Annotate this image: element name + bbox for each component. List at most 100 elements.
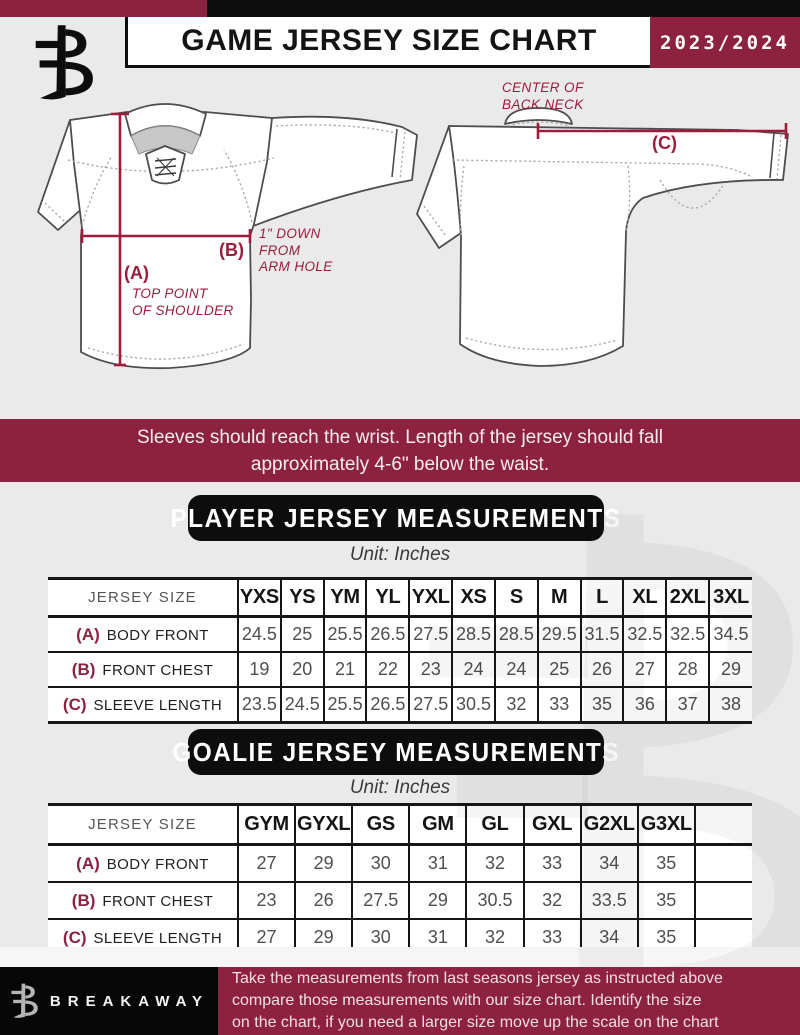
size-column-header: GL [465,803,524,846]
measurement-value: 32.5 [622,616,667,653]
measurement-value: 23.5 [237,687,281,724]
measurement-value [693,844,752,883]
size-column-header: YS [279,577,324,618]
measurement-key: (A) [76,624,100,644]
measurement-key: (B) [71,890,96,910]
measurement-value: 26.5 [365,687,410,724]
front-jersey-diagram [37,103,418,370]
size-column-header: 2XL [665,577,710,618]
measurement-value: 25 [536,652,581,688]
measurement-key: (C) [62,694,87,714]
measurement-name: BODY FRONT [106,855,209,873]
measurement-value: 33.5 [579,882,638,920]
size-column-header [693,803,752,846]
player-section-title: PLAYER JERSEY MEASUREMENTS [170,502,622,533]
goalie-unit-label: Unit: Inches [349,777,451,798]
measurement-value: 35 [636,882,695,920]
annotation-b-note: 1" DOWN FROM ARM HOLE [259,226,333,274]
measurement-row: (B) FRONT CHEST 23 26 27.5 29 30.5 32 33.5 35 [48,882,752,920]
collar-laces [154,157,177,177]
measurement-value: 19 [237,652,281,688]
measurement-value [693,882,752,920]
size-column-header: XL [622,577,667,618]
size-column-header: G3XL [636,803,695,846]
measurement-key: (C) [62,927,87,947]
annotation-b-label: (B) [219,240,244,260]
measurement-value: 32 [465,844,524,883]
measurement-value: 36 [622,687,667,724]
measurement-value: 35 [636,844,695,883]
measurement-value: 34 [579,844,638,883]
measurement-value: 27 [622,652,667,688]
measurement-value: 31.5 [579,616,624,653]
footer-brand-name: BREAKAWAY [49,992,210,1010]
measurement-row-label: (C) SLEEVE LENGTH [48,687,238,724]
size-column-header: M [536,577,581,618]
player-unit-label: Unit: Inches [349,544,451,565]
size-column-header: S [493,577,538,618]
measurement-name: FRONT CHEST [102,661,214,679]
goalie-size-table: JERSEY SIZE GYM GYXL GS GM GL GXL G2XL G3XL (A) BO… [48,803,752,958]
size-column-header: YM [322,577,367,618]
annotation-c-label: (C) [652,133,677,153]
measurement-value: 29.5 [536,616,581,653]
annotation-center-back-neck: CENTER OF BACK NECK [502,80,584,112]
measurement-row-label: (A) BODY FRONT [48,616,238,653]
measurement-value: 20 [279,652,324,688]
measurement-value: 29 [294,844,353,883]
measurement-row: (A) BODY FRONT 27 29 30 31 32 33 34 35 [48,844,752,883]
page-title: GAME JERSEY SIZE CHART [181,24,597,57]
measurement-value: 34.5 [708,616,752,653]
measurement-value: 24 [493,652,538,688]
size-column-header: XS [451,577,495,618]
measurement-row-label: (A) BODY FRONT [48,844,238,883]
table-header-row: JERSEY SIZE YXS YS YM YL YXL XS S M L XL 2XL 3XL [48,577,752,618]
measurement-value: 32 [522,882,581,920]
measurement-line-a [111,112,129,367]
back-jersey-diagram [416,107,789,367]
measurement-value: 33 [536,687,581,724]
player-section-heading: PLAYER JERSEY MEASUREMENTS [171,495,620,541]
measurement-value: 25.5 [322,616,367,653]
size-column-header: 3XL [708,577,752,618]
table-header-row: JERSEY SIZE GYM GYXL GS GM GL GXL G2XL G3XL [48,803,752,846]
measurement-value: 27.5 [408,616,453,653]
measurement-value: 25 [279,616,324,653]
measurement-line-b [80,229,252,243]
size-column-header: YXS [237,577,281,618]
measurement-value: 30 [351,844,410,883]
footer-instructions: Take the measurements from last seasons … [218,967,800,1035]
measurement-value: 32 [493,687,538,724]
size-column-header: GM [408,803,467,846]
measurement-line-c [536,123,788,139]
player-size-table: JERSEY SIZE YXS YS YM YL YXL XS S M L XL 2XL 3XL (A) B… [48,577,752,724]
top-bar-black [207,0,800,17]
size-column-header: YL [365,577,410,618]
measurement-value: 38 [708,687,752,724]
brand-b-monogram-icon [30,24,96,102]
size-column-header: YXL [408,577,453,618]
measurement-row-label: (B) FRONT CHEST [48,882,238,920]
measurement-value: 27 [236,844,296,883]
measurement-key: (B) [71,659,96,679]
footer-brand-panel: BREAKAWAY [0,967,218,1035]
measurement-value: 28.5 [493,616,538,653]
measurement-value: 26 [294,882,353,920]
measurement-value: 24.5 [237,616,281,653]
size-column-header: GYXL [294,803,353,846]
size-column-header: GS [351,803,410,846]
measurement-name: SLEEVE LENGTH [93,929,223,947]
top-bar-maroon [0,0,207,17]
measurement-key: (A) [76,853,100,873]
size-column-header: GXL [522,803,581,846]
measurement-row: (A) BODY FRONT 24.5 25 25.5 26.5 27.5 28.5 28.5 2… [48,616,752,653]
measurement-value: 26.5 [365,616,410,653]
size-column-header: L [579,577,624,618]
measurement-value: 28.5 [451,616,495,653]
jersey-size-corner-label: JERSEY SIZE [48,803,238,846]
goalie-section-heading: GOALIE JERSEY MEASUREMENTS [172,729,618,775]
measurement-row: (B) FRONT CHEST 19 20 21 22 23 24 24 25 26 27 28 29 [48,652,752,688]
measurement-value: 37 [665,687,710,724]
measurement-value: 30.5 [465,882,524,920]
title-box: GAME JERSEY SIZE CHART [125,17,650,68]
